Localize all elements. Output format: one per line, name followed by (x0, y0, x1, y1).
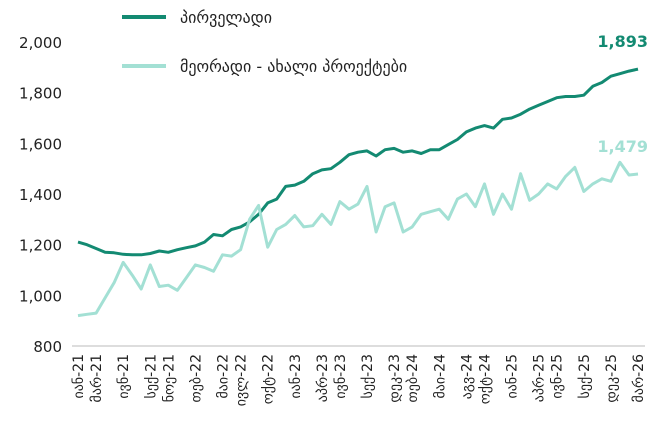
x-tick-label: აპრ-23 (314, 354, 331, 402)
x-tick-label: დეკ-23 (387, 354, 403, 403)
x-tick-label: იან-23 (288, 354, 304, 399)
x-tick-label: ივლ-22 (234, 354, 250, 406)
x-tick-label: თებ-22 (188, 354, 204, 402)
y-tick-label: 1,000 (19, 287, 62, 305)
x-tick-label: აპრ-25 (531, 354, 548, 402)
x-tick-label: ივნ-23 (333, 354, 349, 399)
y-tick-label: 1,200 (19, 237, 62, 255)
x-tick-label: თებ-24 (405, 354, 421, 403)
y-tick-label: 2,000 (19, 34, 62, 52)
y-tick-label: 800 (33, 338, 62, 356)
x-tick-label: სექ-25 (577, 354, 593, 398)
x-tick-label: მაი-22 (216, 354, 232, 399)
x-tick-label: ოქტ-24 (477, 354, 493, 404)
y-tick-label: 1,600 (19, 135, 62, 153)
x-tick-label: ოქტ-22 (261, 354, 277, 404)
x-tick-label: დეკ-25 (604, 354, 620, 403)
x-tick-label: ივნ-25 (550, 354, 566, 399)
x-tick-label: სექ-21 (143, 354, 159, 398)
series-line (77, 67, 639, 257)
x-tick-label: ნოე-21 (161, 354, 177, 402)
x-tick-label: აგვ-24 (459, 354, 475, 399)
x-tick-label: ივნ-21 (116, 354, 132, 399)
x-tick-label: იან-25 (505, 354, 521, 399)
value-label: 1,893 (597, 32, 648, 51)
x-tick-label: სექ-23 (360, 354, 376, 398)
x-tick-label: მარ-26 (630, 354, 647, 403)
x-tick-label: იან-21 (71, 354, 87, 399)
y-tick-label: 1,400 (19, 186, 62, 204)
legend-label: მეორადი - ახალი პროექტები (180, 57, 407, 76)
x-tick-label: მარ-21 (88, 354, 105, 402)
series-line (77, 160, 639, 318)
legend-label: პირველადი (180, 8, 272, 27)
y-tick-label: 1,800 (19, 85, 62, 103)
value-label: 1,479 (597, 137, 648, 156)
x-tick-label: მაი-24 (432, 354, 448, 399)
